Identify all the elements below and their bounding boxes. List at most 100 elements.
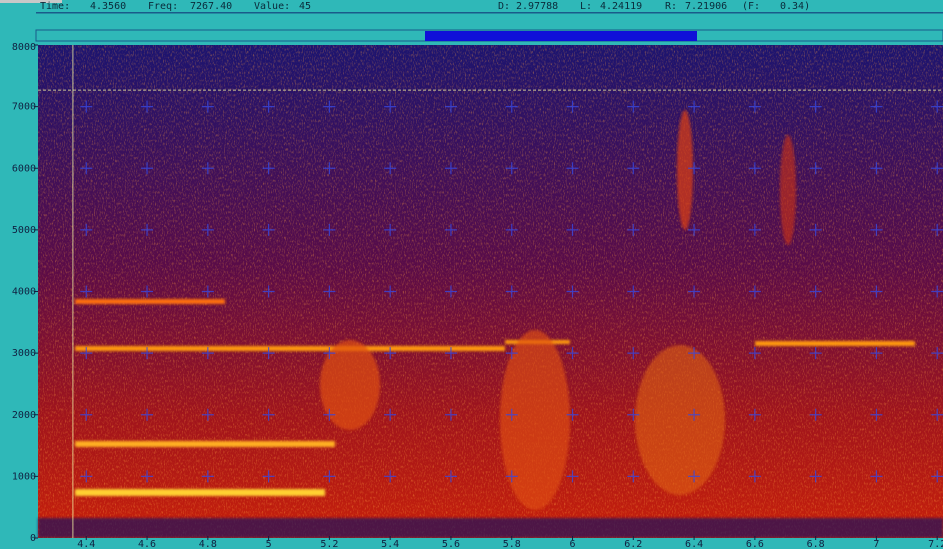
grid-cross [566,408,579,421]
grid-cross [809,470,822,483]
grid-cross [809,100,822,113]
grid-cross [323,285,336,298]
grid-cross [444,408,457,421]
x-tick-label: 5.8 [503,539,521,549]
x-tick-label: 6.6 [746,539,764,549]
grid-cross [688,408,701,421]
grid-cross [931,408,943,421]
grid-cross [931,470,943,483]
y-tick-label: 5000 [12,225,36,236]
spectrogram-noise [38,45,943,538]
grid-cross [80,223,93,236]
scroll-thumb[interactable] [425,31,697,41]
grid-cross [444,223,457,236]
axes: 0 1000 2000 3000 4000 5000 6000 7000 8000 4.4 4.6 4… [12,42,943,549]
grid-cross [141,408,154,421]
grid-cross [931,347,943,360]
grid-cross [505,285,518,298]
status-value: 7267.40 [190,1,232,12]
grid-cross [262,408,275,421]
grid-cross [870,347,883,360]
grid-cross [748,408,761,421]
grid-cross [323,223,336,236]
grid-cross [201,285,214,298]
grid-cross [262,285,275,298]
grid-cross [566,162,579,175]
grid-cross [688,470,701,483]
grid-cross [809,408,822,421]
grid-cross [384,347,397,360]
window-edge [0,0,62,3]
status-value: 0.34) [780,1,810,12]
grid-cross [262,347,275,360]
y-tick-label: 6000 [12,163,36,174]
grid-cross [931,162,943,175]
grid-cross [80,470,93,483]
grid-cross [323,100,336,113]
grid-cross [444,100,457,113]
status-label: R: [665,1,677,12]
grid-cross [688,100,701,113]
grid-cross [141,470,154,483]
grid-cross [809,285,822,298]
grid-cross [323,162,336,175]
x-tick-label: 6 [570,539,576,549]
grid-cross [262,223,275,236]
status-label: Value: [254,1,290,12]
x-tick-label: 6.4 [685,539,703,549]
grid-cross [201,347,214,360]
grid-cross [201,162,214,175]
grid-cross [870,470,883,483]
grid-cross [141,285,154,298]
grid-cross [505,100,518,113]
grid-cross [384,100,397,113]
grid-cross [870,100,883,113]
x-tick-label: 7.2 [928,539,943,549]
grid-cross [505,470,518,483]
grid-cross [627,162,640,175]
grid-cross [688,285,701,298]
grid-cross [384,285,397,298]
grid-cross [566,285,579,298]
grid-cross [931,285,943,298]
status-bar [0,0,943,28]
x-tick-label: 5.6 [442,539,460,549]
grid-cross [444,162,457,175]
grid-cross [688,162,701,175]
status-label: Time: [40,1,70,12]
grid-cross [444,285,457,298]
grid-cross [505,408,518,421]
y-tick-label: 7000 [12,102,36,113]
grid-cross [80,162,93,175]
grid-cross [505,223,518,236]
status-value: 45 [299,1,311,12]
grid-cross [384,223,397,236]
grid-cross [323,408,336,421]
status-value: 4.3560 [90,1,126,12]
grid-cross [748,100,761,113]
grid-cross [80,285,93,298]
x-tick-label: 4.8 [199,539,217,549]
grid-cross [809,162,822,175]
grid-cross [748,470,761,483]
grid-cross [748,223,761,236]
grid-cross [748,347,761,360]
x-axis-bar [0,538,943,549]
grid-cross [444,470,457,483]
grid-cross [566,347,579,360]
y-tick-label: 4000 [12,287,36,298]
grid-cross [141,100,154,113]
status-label: D: [498,1,510,12]
grid-cross [262,470,275,483]
grid-cross [323,470,336,483]
grid-cross [141,347,154,360]
grid-cross [505,347,518,360]
status-value: 4.24119 [600,1,642,12]
grid-cross [201,408,214,421]
spectrogram [38,45,943,538]
grid-cross [505,162,518,175]
grid-cross [444,347,457,360]
x-tick-label: 5.4 [381,539,399,549]
